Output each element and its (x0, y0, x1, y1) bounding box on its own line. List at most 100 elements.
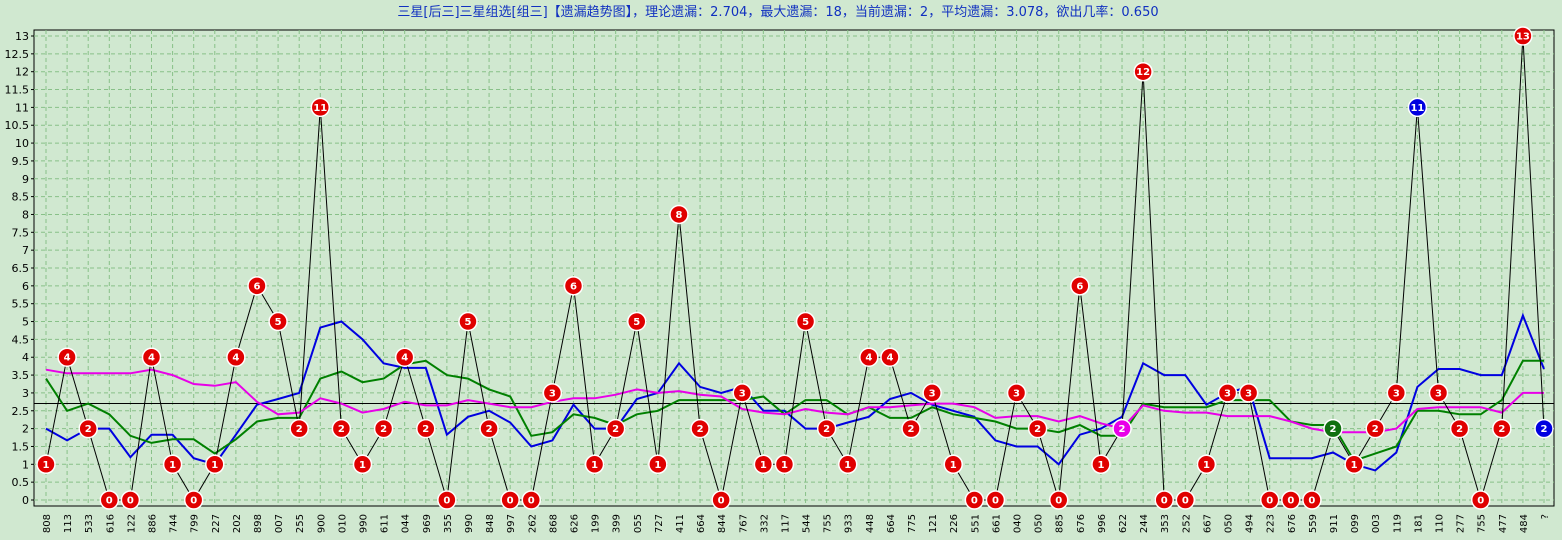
omission-marker: 3 (1386, 383, 1407, 403)
omission-marker: 3 (1006, 383, 1027, 403)
marker-value-label: 2 (486, 424, 493, 435)
omission-marker: 1 (648, 454, 668, 475)
marker-circle (753, 454, 774, 475)
marker-circle (1027, 418, 1048, 439)
x-tick-label: 244 (1139, 514, 1150, 533)
marker-value-label: 0 (106, 496, 113, 507)
marker-circle (162, 454, 183, 475)
marker-value-label: 1 (1203, 460, 1210, 471)
x-tick-label: 099 (1350, 514, 1361, 533)
x-tick-label: 775 (907, 514, 918, 533)
x-tick-label: 055 (633, 514, 644, 533)
x-tick-label: 626 (569, 514, 580, 533)
x-tick-label: 990 (464, 514, 475, 533)
omission-marker: 1 (837, 454, 858, 475)
y-tick-label: 1 (22, 458, 29, 471)
x-tick-label: 868 (548, 514, 559, 533)
marker-value-label: 2 (1119, 424, 1126, 435)
omission-marker: 2 (479, 418, 499, 439)
marker-circle (1492, 418, 1512, 439)
omission-marker: 5 (458, 311, 478, 332)
marker-value-label: 2 (422, 424, 429, 435)
marker-circle (479, 418, 499, 439)
omission-marker: 0 (183, 490, 204, 510)
x-tick-label: ? (1540, 514, 1551, 519)
marker-value-label: 3 (739, 388, 746, 399)
x-tick-label: 119 (1392, 514, 1403, 533)
x-tick-label: 886 (147, 514, 158, 533)
marker-circle (1344, 454, 1364, 475)
x-tick-label: 996 (1097, 514, 1108, 533)
y-tick-label: 6 (22, 280, 29, 293)
marker-value-label: 0 (443, 496, 450, 507)
x-tick-label: 744 (169, 514, 180, 533)
y-tick-label: 10.5 (5, 119, 30, 132)
x-tick-label: 767 (738, 514, 749, 533)
marker-circle (648, 454, 668, 475)
x-tick-label: 494 (1245, 514, 1256, 533)
marker-value-label: 5 (802, 317, 809, 328)
x-tick-label: 727 (654, 514, 665, 533)
marker-value-label: 0 (971, 496, 978, 507)
marker-value-label: 11 (1410, 103, 1424, 114)
marker-circle (1534, 418, 1554, 439)
x-tick-label: 122 (126, 514, 137, 533)
marker-circle (1513, 26, 1533, 46)
marker-value-label: 1 (1351, 460, 1358, 471)
marker-circle (1323, 418, 1343, 439)
chart-title: 三星[后三]三星组选[组三]【遗漏趋势图】，理论遗漏：2.704，最大遗漏：18… (397, 4, 1158, 20)
marker-circle (1048, 490, 1069, 510)
x-tick-label: 844 (717, 514, 728, 533)
y-tick-label: 12.5 (5, 48, 30, 61)
x-tick-label: 969 (422, 514, 433, 533)
x-tick-label: 113 (63, 514, 74, 533)
x-tick-label: 544 (802, 514, 813, 533)
marker-value-label: 1 (43, 460, 50, 471)
omission-marker: 2 (901, 418, 921, 439)
marker-value-label: 3 (1245, 388, 1252, 399)
omission-marker: 2 (1323, 418, 1343, 439)
marker-value-label: 3 (549, 388, 556, 399)
y-tick-label: 9.5 (12, 155, 30, 168)
omission-marker: 0 (500, 490, 520, 510)
omission-marker: 5 (268, 311, 288, 332)
x-tick-label: 223 (1266, 514, 1277, 533)
y-tick-label: 3.5 (12, 369, 30, 382)
omission-marker: 2 (78, 418, 98, 439)
marker-circle (964, 490, 985, 510)
omission-marker: 3 (1217, 383, 1238, 403)
marker-circle (922, 383, 942, 403)
marker-circle (816, 418, 837, 439)
marker-circle (1365, 418, 1385, 439)
y-tick-label: 9 (22, 173, 29, 186)
x-tick-label: 885 (1055, 514, 1066, 533)
marker-value-label: 2 (1541, 424, 1548, 435)
marker-value-label: 3 (1224, 388, 1231, 399)
omission-marker: 2 (1027, 418, 1048, 439)
omission-marker: 4 (880, 347, 900, 367)
marker-circle (542, 383, 563, 403)
marker-value-label: 0 (1477, 496, 1484, 507)
marker-value-label: 1 (760, 460, 767, 471)
marker-circle (1217, 383, 1238, 403)
x-tick-label: 255 (295, 514, 306, 533)
x-tick-label: 667 (1202, 514, 1213, 533)
marker-circle (268, 311, 288, 332)
y-axis: 00.511.522.533.544.555.566.577.588.599.5… (5, 30, 34, 507)
x-tick-label: 121 (928, 514, 939, 533)
marker-value-label: 0 (1055, 496, 1062, 507)
y-tick-label: 3 (22, 387, 29, 400)
x-tick-label: 611 (380, 514, 391, 533)
omission-marker: 2 (1534, 418, 1554, 439)
series-line-1 (45, 312, 1545, 472)
marker-value-label: 6 (254, 281, 261, 292)
marker-value-label: 6 (570, 281, 577, 292)
y-tick-label: 4 (22, 351, 29, 364)
marker-value-label: 5 (633, 317, 640, 328)
omission-marker: 4 (394, 347, 415, 367)
x-tick-label: 044 (401, 514, 412, 533)
omission-marker: 3 (542, 383, 563, 403)
marker-circle (352, 454, 373, 475)
marker-value-label: 0 (1161, 496, 1168, 507)
